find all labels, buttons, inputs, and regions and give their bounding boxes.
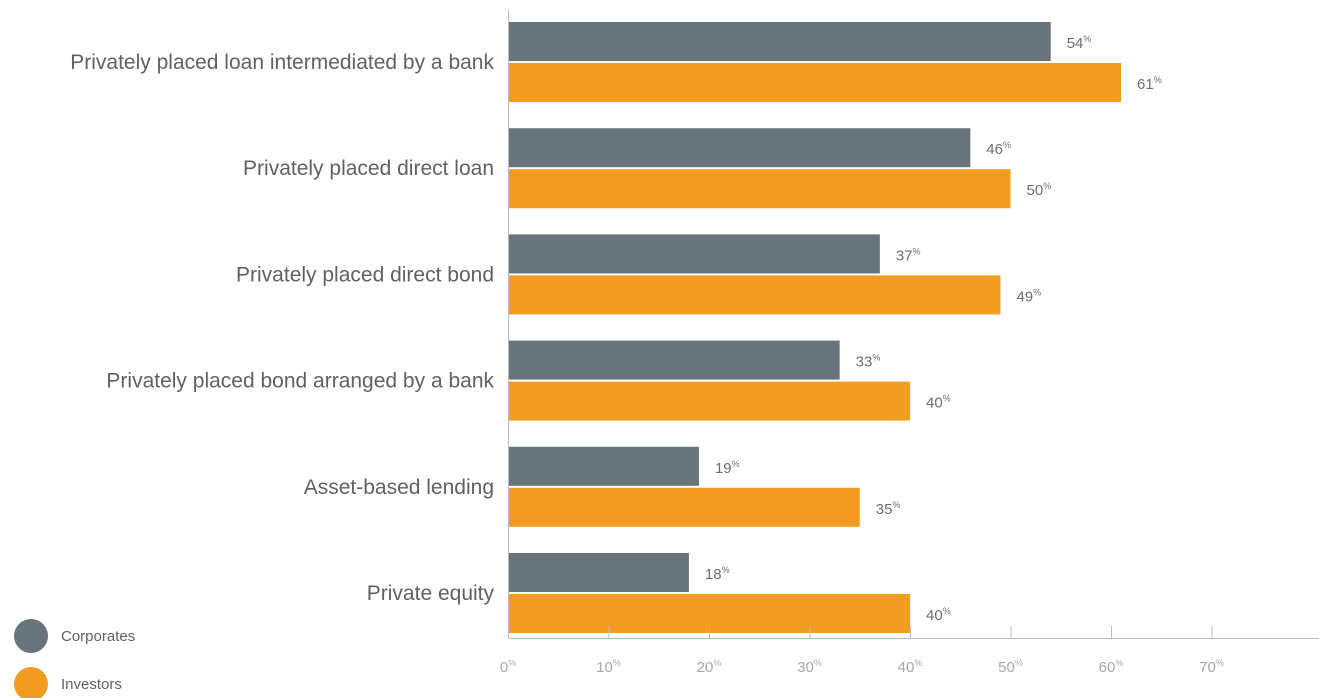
value-label-corporates-2: 37% — [896, 246, 921, 264]
value-label-investors-5: 40% — [926, 606, 951, 624]
x-tick-label-4: 40% — [898, 658, 923, 676]
x-tick-label-0: 0% — [500, 658, 516, 676]
bar-corporates-2 — [508, 234, 880, 274]
value-label-corporates-1: 46% — [986, 140, 1011, 158]
value-label-corporates-3: 33% — [856, 353, 881, 371]
x-tick-label-2: 20% — [697, 658, 722, 676]
x-tick-label-5: 50% — [998, 658, 1023, 676]
value-label-corporates-0: 54% — [1067, 34, 1092, 52]
bar-investors-2 — [508, 275, 1001, 315]
x-tick-label-6: 60% — [1099, 658, 1124, 676]
category-label-1: Privately placed direct loan — [243, 157, 494, 180]
bar-investors-1 — [508, 169, 1011, 209]
category-labels: Privately placed loan intermediated by a… — [70, 51, 494, 605]
legend-label-corporates: Corporates — [61, 628, 135, 645]
category-label-2: Privately placed direct bond — [236, 263, 494, 286]
bar-corporates-5 — [508, 553, 689, 592]
legend-swatch-corporates — [14, 619, 48, 653]
category-label-0: Privately placed loan intermediated by a… — [70, 51, 494, 74]
bar-corporates-3 — [508, 340, 840, 380]
category-label-4: Asset-based lending — [304, 476, 494, 499]
value-label-corporates-5: 18% — [705, 565, 730, 583]
x-tick-label-3: 30% — [797, 658, 822, 676]
value-label-corporates-4: 19% — [715, 459, 740, 477]
value-label-investors-1: 50% — [1027, 181, 1052, 199]
bar-investors-3 — [508, 381, 910, 421]
bar-investors-0 — [508, 63, 1122, 102]
category-label-3: Privately placed bond arranged by a bank — [106, 370, 494, 393]
category-label-5: Private equity — [367, 582, 495, 605]
value-label-investors-0: 61% — [1137, 75, 1162, 93]
x-tick-label-7: 70% — [1199, 658, 1224, 676]
legend-swatch-investors — [14, 667, 48, 698]
bar-corporates-1 — [508, 128, 971, 168]
value-label-investors-2: 49% — [1016, 287, 1041, 305]
legend-label-investors: Investors — [61, 676, 122, 693]
bar-corporates-4 — [508, 446, 699, 486]
value-label-investors-4: 35% — [876, 500, 901, 518]
value-labels: 54% 61% 46% 50% 37% 49% 33% 40% 19% 35% 18% 40% — [705, 34, 1162, 624]
bars-group — [508, 22, 1122, 633]
legend: Corporates Investors — [14, 619, 135, 698]
bar-investors-4 — [508, 487, 860, 527]
bar-corporates-0 — [508, 22, 1051, 61]
value-label-investors-3: 40% — [926, 394, 951, 412]
x-tick-label-1: 10% — [596, 658, 621, 676]
